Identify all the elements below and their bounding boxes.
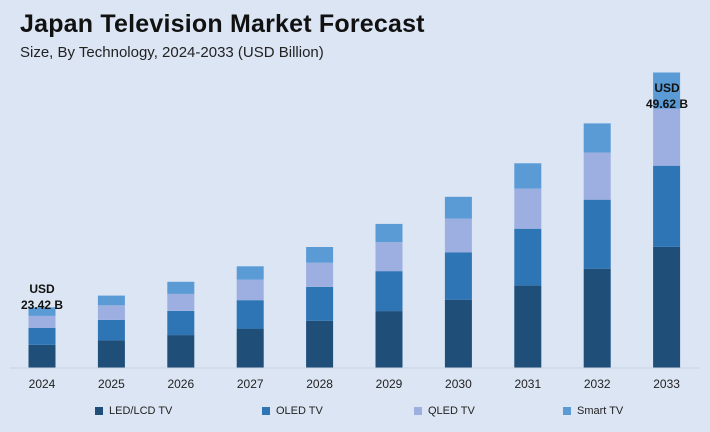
bar-segment-2029-3 (375, 242, 403, 272)
x-tick-label: 2028 (306, 377, 333, 391)
bar-segment-2027-4 (236, 266, 264, 280)
chart-title: Japan Television Market Forecast (20, 10, 425, 38)
x-tick-label: 2031 (514, 377, 541, 391)
bar-segment-2033-2 (653, 165, 681, 247)
bar-segment-2030-1 (444, 299, 472, 368)
bar-segment-2028-2 (306, 286, 334, 321)
bar-segment-2029-2 (375, 271, 403, 312)
x-tick-label: 2024 (29, 377, 56, 391)
bar-segment-2031-3 (514, 188, 542, 229)
bar-segment-2031-2 (514, 228, 542, 286)
bar-segment-2024-2 (28, 328, 56, 345)
x-tick-label: 2029 (376, 377, 403, 391)
bar-segment-2028-1 (306, 320, 334, 368)
callout-first-value: 23.42 B (21, 298, 63, 312)
legend-swatch-led-lcd (95, 407, 103, 415)
legend-swatch-qled (414, 407, 422, 415)
bar-segment-2033-1 (653, 246, 681, 368)
callout-last-value: 49.62 B (646, 97, 688, 111)
bar-segment-2027-1 (236, 328, 264, 368)
bar-segment-2031-4 (514, 163, 542, 189)
bar-segment-2025-2 (97, 319, 125, 341)
bar-segment-2027-2 (236, 300, 264, 329)
chart-legend: LED/LCD TV OLED TV QLED TV Smart TV (0, 405, 710, 421)
callout-last-currency: USD (654, 81, 680, 95)
legend-label-qled: QLED TV (428, 405, 475, 417)
bar-segment-2031-1 (514, 285, 542, 368)
x-tick-label: 2027 (237, 377, 264, 391)
bar-segment-2032-2 (583, 199, 611, 269)
bar-segment-2025-4 (97, 295, 125, 306)
bar-segment-2026-2 (167, 310, 195, 336)
x-tick-label: 2030 (445, 377, 472, 391)
bar-segment-2024-1 (28, 345, 56, 368)
legend-label-oled: OLED TV (276, 405, 323, 417)
bar-segment-2028-4 (306, 247, 334, 263)
legend-item-smart[interactable]: Smart TV (563, 405, 623, 417)
bar-segment-2033-3 (653, 108, 681, 166)
bar-segment-2032-1 (583, 268, 611, 368)
bar-segment-2033-4 (653, 72, 681, 109)
bar-segment-2026-3 (167, 293, 195, 311)
chart-subtitle: Size, By Technology, 2024-2033 (USD Bill… (20, 44, 324, 61)
bar-segment-2026-4 (167, 281, 195, 294)
bar-segment-2025-1 (97, 340, 125, 368)
bar-segment-2029-1 (375, 311, 403, 368)
bar-segment-2026-1 (167, 335, 195, 368)
bar-segment-2030-3 (444, 218, 472, 253)
legend-swatch-smart (563, 407, 571, 415)
legend-item-led-lcd[interactable]: LED/LCD TV (95, 405, 172, 417)
bar-segment-2030-4 (444, 196, 472, 219)
legend-swatch-oled (262, 407, 270, 415)
bar-segment-2030-2 (444, 252, 472, 300)
x-tick-label: 2033 (653, 377, 680, 391)
x-tick-label: 2026 (167, 377, 194, 391)
bar-segment-2024-3 (28, 315, 56, 328)
bar-segment-2024-4 (28, 307, 56, 316)
legend-item-oled[interactable]: OLED TV (262, 405, 323, 417)
x-tick-label: 2032 (584, 377, 611, 391)
stacked-bar-chart: 2024 2025 2026 2027 2028 2029 2030 2031 2032 2033… (10, 72, 700, 391)
bar-segment-2028-3 (306, 262, 334, 287)
legend-label-smart: Smart TV (577, 405, 624, 417)
x-tick-label: 2025 (98, 377, 125, 391)
bar-segment-2029-4 (375, 223, 403, 243)
bar-segment-2025-3 (97, 305, 125, 320)
bar-segment-2032-3 (583, 152, 611, 200)
callout-first-currency: USD (29, 282, 55, 296)
bar-segment-2027-3 (236, 279, 264, 301)
bar-segment-2032-4 (583, 123, 611, 153)
legend-item-qled[interactable]: QLED TV (414, 405, 475, 417)
legend-label-led-lcd: LED/LCD TV (109, 405, 173, 417)
